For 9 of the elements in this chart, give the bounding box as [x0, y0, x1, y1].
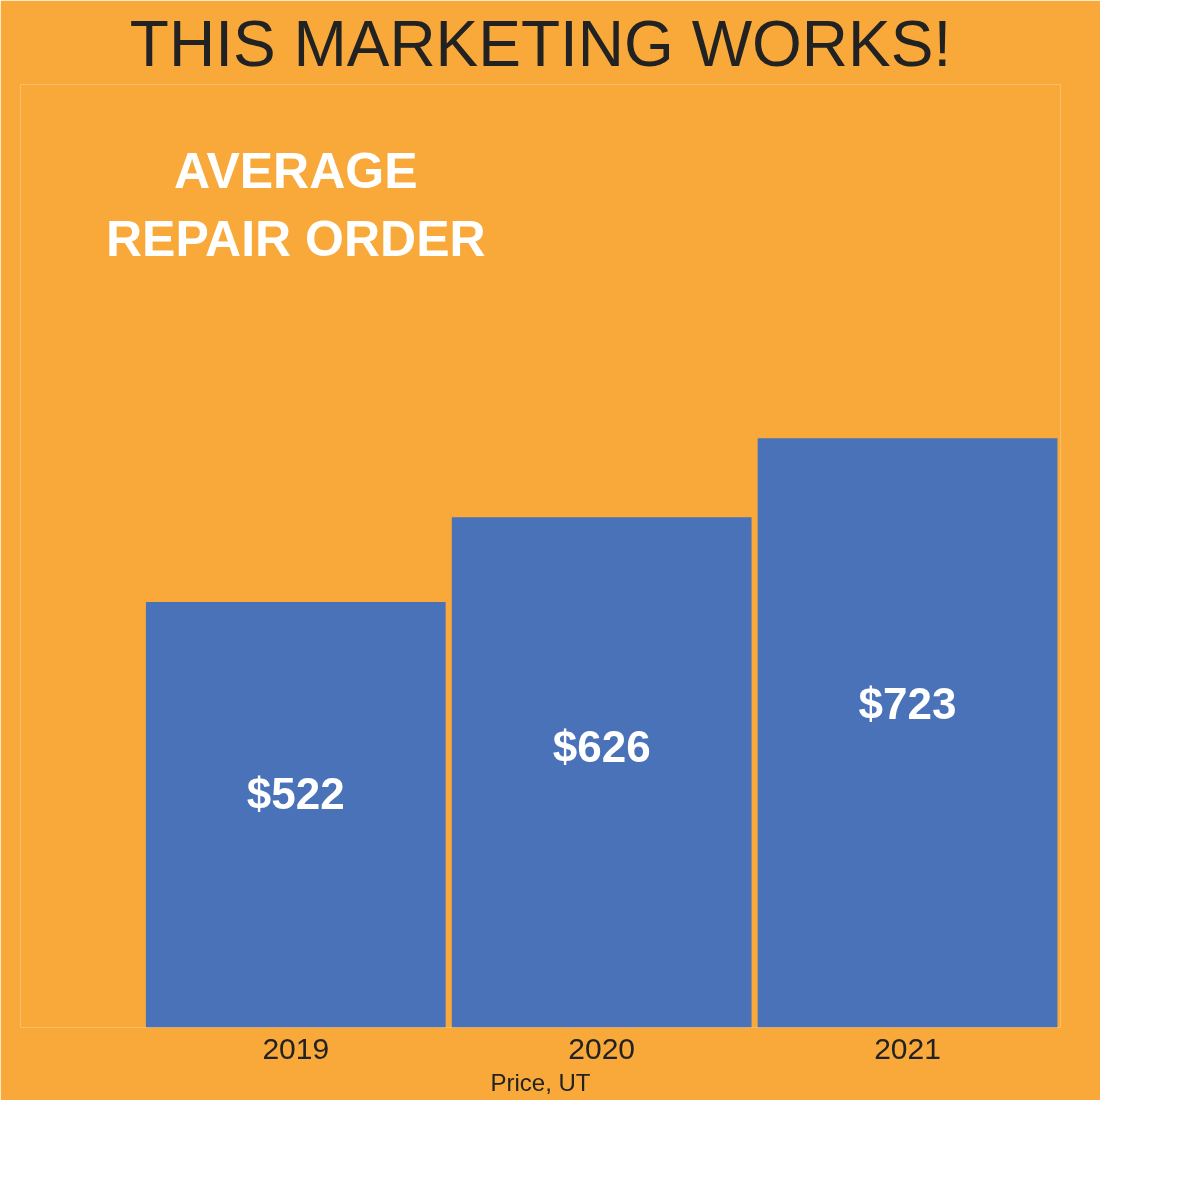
data-label: $626 — [552, 722, 651, 772]
chart-title: THIS MARKETING WORKS! — [129, 7, 952, 80]
x-tick-label: 2020 — [568, 1031, 636, 1065]
data-label: $723 — [858, 678, 957, 728]
text: Price, UT — [490, 1068, 591, 1096]
x-tick-label: 2021 — [874, 1031, 941, 1065]
x-tick-label: 2019 — [262, 1031, 330, 1065]
data-label: $522 — [246, 768, 345, 818]
chart-subtitle: AVERAGE REPAIR ORDER — [105, 143, 486, 267]
